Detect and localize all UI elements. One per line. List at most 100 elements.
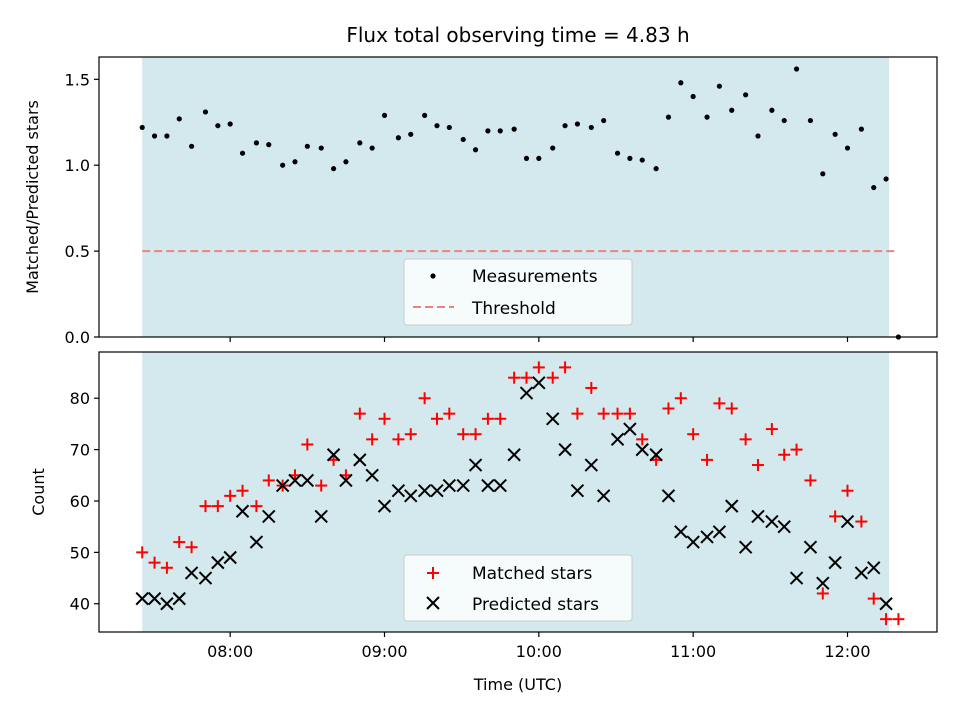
data-point-b [570, 484, 585, 498]
y-tick-label: 1.0 [65, 156, 90, 175]
legend-threshold-label: Threshold [471, 299, 556, 319]
data-point [262, 509, 276, 524]
data-point [280, 162, 286, 168]
data-point [751, 509, 765, 524]
data-point-b [456, 478, 470, 493]
data-point-b [751, 509, 765, 524]
data-point-b [623, 422, 637, 436]
legend-predicted-label: Predicted stars [472, 595, 599, 615]
data-point [176, 116, 182, 122]
data-point [422, 112, 428, 119]
data-point [520, 371, 533, 384]
data-point-b [635, 442, 649, 457]
data-point [751, 459, 764, 472]
data-point-b [546, 412, 560, 426]
data-point [562, 123, 568, 129]
y-tick-label: 50 [70, 543, 90, 562]
data-point [460, 136, 466, 143]
data-point-b [867, 561, 881, 575]
data-point [585, 381, 598, 394]
data-point [636, 433, 649, 446]
data-point [227, 121, 233, 127]
data-point [532, 376, 546, 390]
data-point [188, 143, 195, 149]
legend-matched-label: Matched stars [472, 564, 592, 584]
data-point [391, 484, 406, 498]
series-measurements [139, 66, 902, 340]
bottom-legend-box [403, 554, 633, 622]
data-point [662, 402, 675, 415]
data-point [867, 561, 881, 575]
data-point [523, 155, 530, 161]
x-tick-label: 10:00 [516, 642, 562, 661]
data-point-b [314, 509, 328, 524]
data-point [314, 509, 328, 524]
data-point [211, 555, 225, 570]
data-point-b [558, 442, 572, 457]
data-point [635, 442, 649, 457]
data-point [456, 478, 470, 493]
data-point [790, 443, 803, 456]
data-point-b [674, 525, 688, 539]
data-point [574, 121, 581, 127]
data-point [765, 514, 779, 529]
data-point-b [275, 478, 290, 493]
data-point [828, 555, 842, 570]
data-point [777, 519, 791, 534]
data-point [858, 126, 864, 132]
data-point-b [584, 458, 599, 472]
data-point [686, 535, 700, 549]
data-point [739, 433, 752, 446]
data-point [318, 145, 324, 151]
y-tick-label: 40 [70, 595, 90, 614]
data-point-b [365, 468, 379, 483]
data-point [840, 514, 855, 529]
data-point [443, 407, 456, 420]
data-point [395, 135, 401, 141]
data-point [353, 453, 367, 467]
data-point-b [610, 432, 625, 447]
data-point [725, 499, 739, 513]
data-point [404, 428, 417, 441]
data-point [584, 458, 599, 472]
data-point [315, 479, 328, 492]
data-point [712, 525, 727, 539]
data-point [716, 83, 722, 89]
y-tick-label: 60 [70, 492, 90, 511]
data-point [653, 166, 659, 172]
data-point [494, 412, 507, 425]
data-point [678, 80, 684, 86]
bottom-panel: 40 50 60 70 80 08:00 09:00 10:00 11:00 12:00 Coun… [29, 351, 938, 694]
data-point [288, 473, 302, 488]
data-point [160, 561, 173, 574]
data-point [239, 150, 246, 156]
data-point-b [765, 514, 779, 529]
data-point [224, 489, 237, 502]
data-point-b [596, 489, 611, 503]
data-point [519, 386, 534, 400]
x-axis-label: Time (UTC) [473, 675, 562, 694]
y-tick-label: 80 [70, 389, 90, 408]
data-point [430, 412, 443, 425]
data-point [829, 510, 842, 523]
data-point [700, 530, 714, 544]
data-point [816, 576, 830, 590]
data-point-b [160, 597, 174, 611]
data-point-b [532, 376, 546, 390]
data-point-b [481, 478, 495, 493]
data-point [661, 489, 676, 503]
data-point [369, 145, 375, 151]
data-point [262, 474, 275, 487]
data-point [597, 407, 610, 420]
data-point [223, 550, 237, 565]
data-point [136, 546, 149, 559]
data-point [867, 592, 880, 605]
data-point [326, 448, 341, 462]
data-point-b [789, 571, 804, 585]
data-point [408, 131, 414, 137]
data-point [832, 131, 838, 137]
legend-measurements-label: Measurements [472, 267, 598, 287]
data-point [301, 438, 314, 451]
data-point [430, 484, 444, 498]
data-point-b [235, 504, 250, 518]
